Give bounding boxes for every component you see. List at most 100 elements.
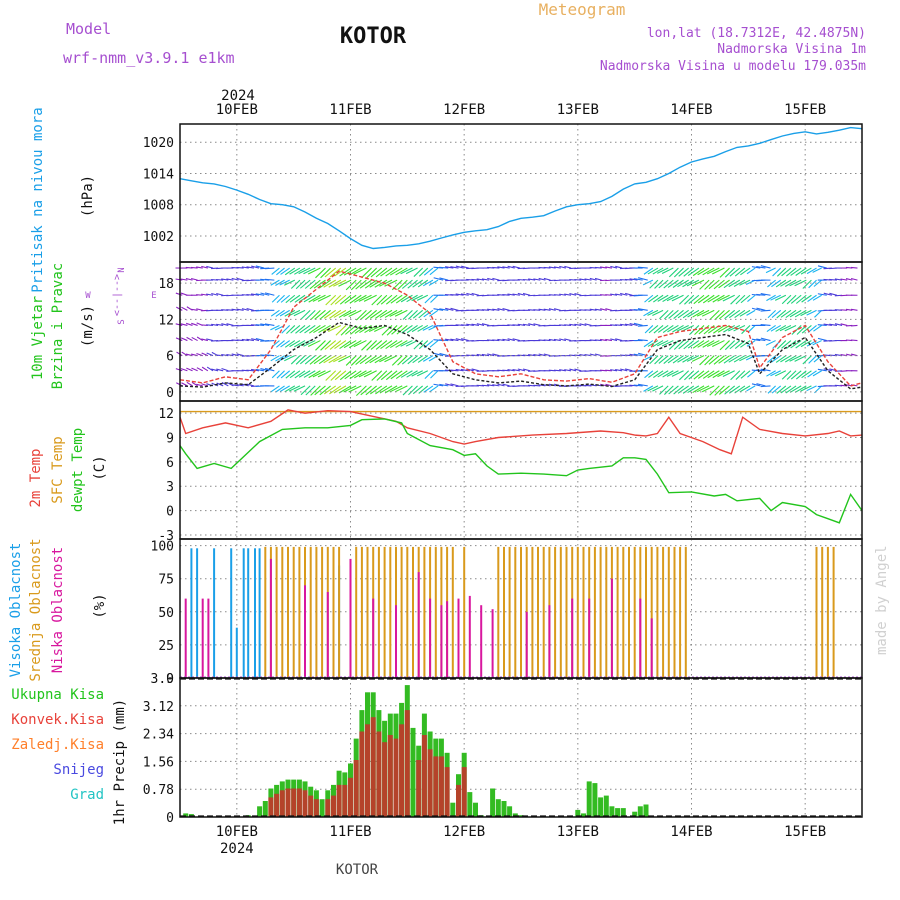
wind-arrow [553, 338, 561, 342]
wind-arrow [733, 355, 746, 363]
wind-arrow [246, 369, 254, 372]
wind-arrow [196, 294, 203, 296]
credit-label: made by Angel [874, 545, 890, 655]
wind-arrow [579, 278, 587, 281]
wind-arrow [712, 294, 725, 303]
wind-arrow [315, 340, 326, 351]
wind-arrow [284, 279, 296, 286]
wind-arrow [358, 294, 372, 302]
bar-mark [427, 749, 433, 817]
bar-mark [383, 546, 386, 678]
wind-arrow [817, 265, 827, 269]
bar-mark [404, 710, 410, 817]
wind-arrow [687, 267, 700, 277]
bar-mark [326, 592, 329, 678]
wind-arrow [668, 267, 679, 278]
wind-arrow [517, 323, 526, 326]
wind-arrow [813, 355, 822, 363]
wind-arrow [460, 338, 469, 342]
wind-arrow [735, 294, 746, 305]
wind-arrow [329, 309, 342, 319]
wind-arrow [289, 370, 301, 379]
series-line-2 [179, 418, 863, 524]
wind-arrow [375, 385, 388, 395]
wind-arrow [659, 385, 669, 395]
wind-arrow [817, 293, 827, 296]
wind-arrow [236, 266, 244, 269]
precip-panel: 0 0.78 1.56 2.34 3.12 3.9 [143, 672, 863, 826]
bar-mark [508, 546, 511, 678]
wind-arrow [236, 277, 244, 281]
bar-mark [832, 546, 835, 678]
wind-arrow [780, 385, 792, 394]
wind-arrow [671, 294, 684, 302]
wind-arrow [216, 278, 224, 281]
bar-mark [417, 572, 420, 678]
wind-arrow [795, 294, 807, 304]
wind-arrow [740, 340, 751, 348]
wind-arrow [610, 293, 618, 296]
wind-arrow [270, 385, 280, 393]
wind-arrow [407, 279, 418, 289]
wind-arrow [255, 337, 265, 342]
wind-arrow [339, 370, 352, 381]
wind-arrow [391, 325, 403, 335]
wind-arrow [216, 368, 224, 372]
wind-arrow [324, 267, 337, 278]
wind-arrow [492, 277, 500, 281]
wind-arrow [354, 325, 367, 334]
bottom-day-label: 12FEB [443, 824, 485, 840]
wind-arrow [512, 369, 520, 372]
wind-arrow [673, 340, 684, 350]
wind-compass: <--|--> N S W E [85, 267, 156, 324]
wind-arrow [251, 338, 260, 342]
y-tick-label: 18 [158, 277, 174, 292]
series-line-0 [179, 126, 863, 250]
wind-arrow [280, 340, 291, 348]
wind-arrow [492, 266, 500, 269]
wind-arrow [766, 325, 776, 333]
wind-arrow [450, 307, 459, 311]
bar-mark [275, 546, 278, 678]
wind-arrow [303, 294, 316, 303]
wind-arrow [766, 370, 776, 377]
wind-arrow [659, 309, 669, 320]
wind-arrow [206, 338, 214, 342]
wind-arrow [701, 385, 715, 393]
wind-arrow [366, 340, 378, 351]
bar-mark [826, 546, 829, 678]
wind-arrow [305, 309, 316, 320]
wind-arrow [781, 370, 792, 380]
wind-arrow [662, 294, 674, 303]
wind-arrow [800, 309, 812, 317]
bottom-day-label: 11FEB [329, 824, 371, 840]
wind-arrow [642, 279, 654, 286]
wind-arrow [653, 370, 664, 379]
bottom-day-label: 10FEB [216, 824, 258, 840]
wind-arrow [355, 309, 367, 321]
bar-mark [576, 546, 579, 678]
wind-arrow [429, 267, 439, 276]
wind-arrow [712, 370, 725, 379]
wind-arrow [384, 385, 398, 394]
wind-arrow [309, 279, 321, 290]
wind-arrow [221, 382, 229, 387]
wind-arrow [299, 325, 311, 334]
wind-arrow [416, 370, 429, 377]
bar-mark [207, 598, 210, 678]
wind-arrow [760, 293, 771, 296]
bar-mark [645, 546, 647, 678]
wind-arrow [246, 266, 254, 269]
wind-arrow [460, 368, 469, 372]
wind-arrow [702, 370, 715, 379]
wind-arrow [300, 309, 311, 320]
wind-arrow [662, 370, 674, 378]
bar-mark [586, 781, 592, 817]
wind-axis-title-1: 10m Vjetar [30, 296, 46, 380]
wind-arrow [808, 355, 817, 364]
wind-arrow [379, 385, 393, 394]
bar-mark [571, 598, 574, 678]
cloud-unit: (%) [92, 593, 108, 618]
bar-mark [298, 546, 301, 678]
wind-arrow [430, 294, 439, 303]
